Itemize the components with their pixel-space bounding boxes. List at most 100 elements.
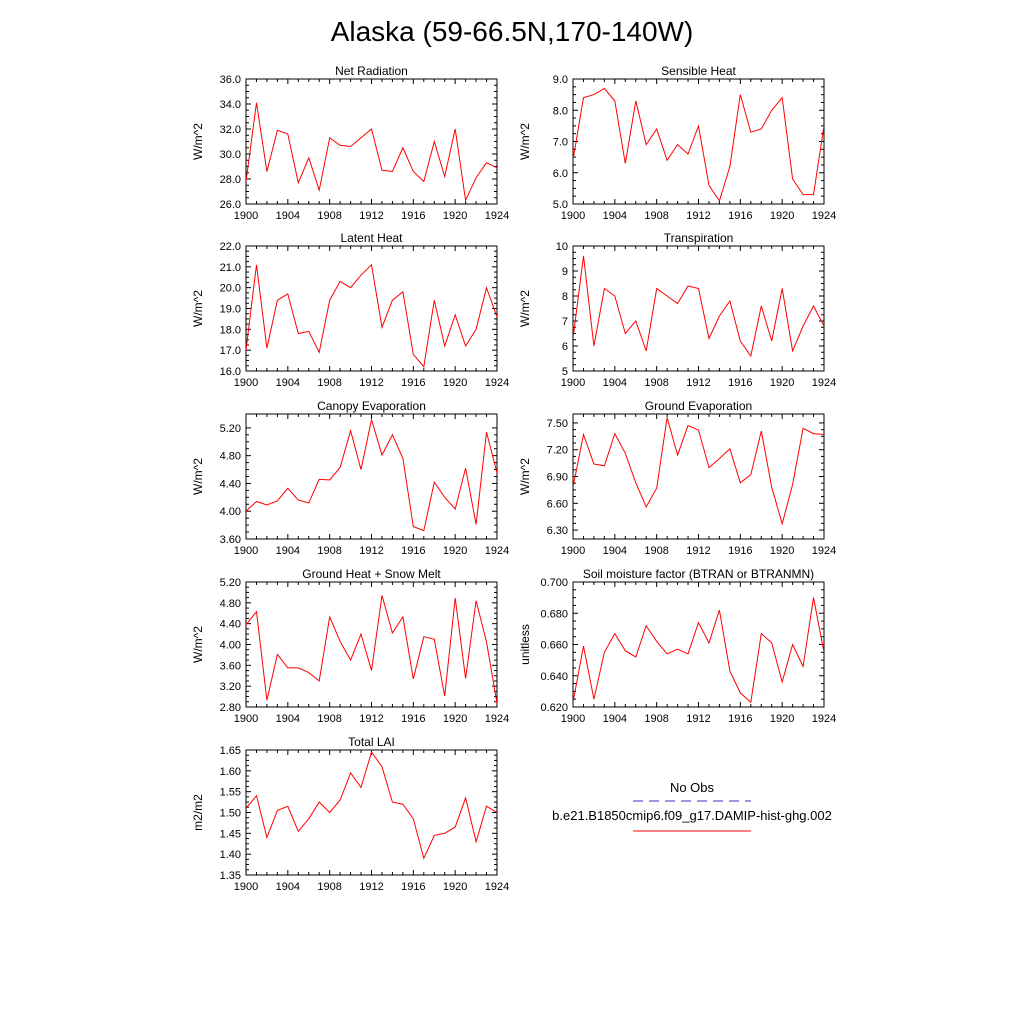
y-tick-label: 4.40	[220, 478, 241, 490]
y-tick-label: 3.60	[220, 534, 241, 546]
y-tick-label: 5.0	[553, 199, 568, 211]
y-tick-label: 8	[562, 291, 568, 303]
y-tick-label: 4.80	[220, 598, 241, 610]
x-tick-label: 1912	[686, 713, 710, 725]
x-tick-label: 1912	[686, 210, 710, 222]
y-tick-label: 0.640	[540, 671, 568, 683]
y-tick-label: 1.50	[220, 808, 241, 820]
x-tick-label: 1916	[728, 713, 752, 725]
x-tick-label: 1904	[276, 713, 300, 725]
x-tick-label: 1916	[401, 881, 425, 893]
x-tick-label: 1912	[686, 545, 710, 557]
y-tick-label: 4.00	[220, 506, 241, 518]
panel-title: Sensible Heat	[661, 64, 736, 78]
series-line	[573, 255, 824, 358]
y-tick-label: 0.700	[540, 577, 568, 589]
x-tick-label: 1904	[603, 210, 627, 222]
x-tick-label: 1904	[276, 210, 300, 222]
panel-5: Canopy Evaporation W/m^2 1900 1904 1908 1912 1…	[191, 399, 509, 557]
x-tick-label: 1904	[603, 713, 627, 725]
y-tick-label: 16.0	[220, 366, 241, 378]
y-axis-label: W/m^2	[191, 458, 205, 495]
y-tick-label: 9	[562, 266, 568, 278]
x-tick-label: 1900	[561, 713, 585, 725]
panel-title: Latent Heat	[340, 231, 403, 245]
panel-3: Latent Heat W/m^2 1900 1904 1908 1912 1916 1920…	[191, 231, 509, 389]
y-tick-label: 21.0	[220, 262, 241, 274]
y-axis-label: W/m^2	[518, 290, 532, 327]
x-tick-label: 1912	[359, 545, 383, 557]
plot-frame	[245, 581, 498, 708]
panel-title: Ground Evaporation	[645, 399, 752, 413]
y-tick-label: 6.0	[553, 168, 568, 180]
y-tick-label: 2.80	[220, 702, 241, 714]
y-tick-label: 0.680	[540, 608, 568, 620]
x-tick-label: 1912	[359, 210, 383, 222]
x-tick-label: 1904	[603, 545, 627, 557]
y-tick-label: 1.45	[220, 828, 241, 840]
x-tick-label: 1908	[644, 210, 668, 222]
y-tick-label: 10	[556, 241, 568, 253]
x-tick-label: 1924	[485, 545, 509, 557]
series-line	[246, 750, 497, 860]
plot-frame	[245, 78, 498, 205]
y-tick-label: 6.60	[547, 498, 568, 510]
x-tick-label: 1904	[276, 377, 300, 389]
x-tick-label: 1908	[317, 210, 341, 222]
plot-frame	[572, 581, 825, 708]
x-tick-label: 1920	[770, 713, 794, 725]
y-tick-label: 30.0	[220, 149, 241, 161]
panel-title: Soil moisture factor (BTRAN or BTRANMN)	[583, 567, 814, 581]
y-axis-label: W/m^2	[518, 458, 532, 495]
y-tick-label: 4.80	[220, 451, 241, 463]
x-tick-label: 1908	[644, 713, 668, 725]
y-tick-label: 7.20	[547, 445, 568, 457]
x-tick-label: 1900	[561, 545, 585, 557]
x-tick-label: 1908	[317, 713, 341, 725]
y-axis-label: W/m^2	[191, 123, 205, 160]
series-line	[573, 87, 824, 203]
plot-frame	[572, 413, 825, 540]
y-tick-label: 26.0	[220, 199, 241, 211]
panel-title: Total LAI	[348, 735, 395, 749]
x-tick-label: 1900	[561, 210, 585, 222]
y-tick-label: 9.0	[553, 74, 568, 86]
y-tick-label: 3.20	[220, 681, 241, 693]
x-tick-label: 1916	[401, 713, 425, 725]
y-tick-label: 6	[562, 341, 568, 353]
y-tick-label: 1.55	[220, 787, 241, 799]
y-axis-label: unitless	[518, 624, 532, 665]
x-tick-label: 1920	[443, 881, 467, 893]
x-tick-label: 1904	[603, 377, 627, 389]
y-tick-label: 36.0	[220, 74, 241, 86]
panel-6: Ground Evaporation W/m^2 1900 1904 1908 1912 1…	[518, 399, 836, 557]
y-tick-label: 1.65	[220, 745, 241, 757]
series-line	[246, 595, 497, 704]
x-tick-label: 1920	[770, 545, 794, 557]
series-line	[573, 597, 824, 704]
y-tick-label: 32.0	[220, 124, 241, 136]
panel-1: Net Radiation W/m^2 1900 1904 1908 1912 1916 19…	[191, 64, 509, 222]
y-tick-label: 4.40	[220, 619, 241, 631]
x-tick-label: 1900	[234, 881, 258, 893]
y-tick-label: 5.20	[220, 423, 241, 435]
plot-frame	[245, 749, 498, 876]
x-tick-label: 1916	[728, 210, 752, 222]
panel-8: Soil moisture factor (BTRAN or BTRANMN) u…	[518, 567, 836, 725]
x-tick-label: 1908	[644, 377, 668, 389]
x-tick-label: 1912	[359, 881, 383, 893]
y-tick-label: 7.50	[547, 418, 568, 430]
y-tick-label: 6.30	[547, 525, 568, 537]
y-tick-label: 7.0	[553, 137, 568, 149]
y-tick-label: 0.660	[540, 640, 568, 652]
y-tick-label: 1.40	[220, 849, 241, 861]
x-tick-label: 1920	[770, 210, 794, 222]
x-tick-label: 1900	[234, 545, 258, 557]
y-axis-label: W/m^2	[191, 290, 205, 327]
plot-frame	[572, 245, 825, 372]
x-tick-label: 1912	[686, 377, 710, 389]
series-line	[246, 419, 497, 532]
x-tick-label: 1916	[401, 210, 425, 222]
y-tick-label: 8.0	[553, 105, 568, 117]
